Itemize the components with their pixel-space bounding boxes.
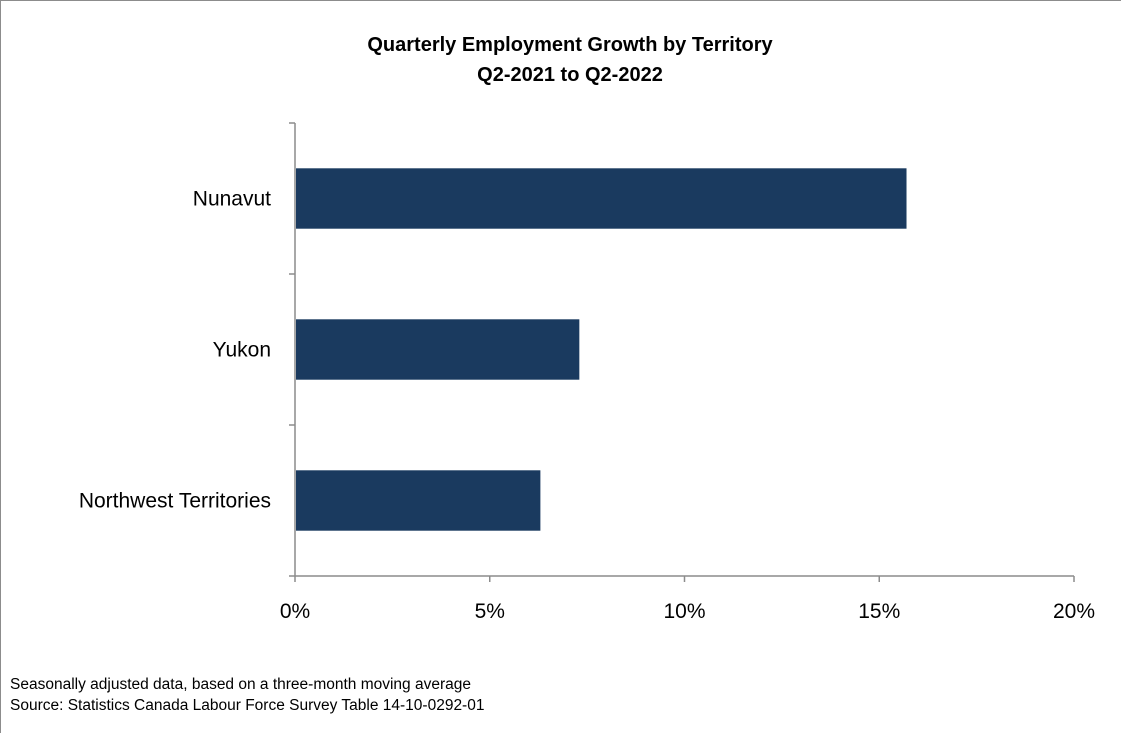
category-label: Yukon [213, 339, 271, 362]
category-label: Nunavut [193, 188, 271, 211]
chart-title: Quarterly Employment Growth by Territory [367, 34, 773, 56]
axis-labels: Nunavut Yukon Northwest Territories 0% 5% 10%… [79, 188, 1095, 624]
x-tick-label: 20% [1053, 600, 1095, 623]
x-tick-label: 0% [280, 600, 310, 623]
bars [296, 168, 907, 531]
chart-title-block: Quarterly Employment Growth by Territory… [300, 30, 840, 90]
chart-notes: Seasonally adjusted data, based on a thr… [10, 674, 484, 716]
bar-yukon [296, 319, 580, 380]
bar-northwest-territories [296, 470, 541, 531]
chart-subtitle: Q2-2021 to Q2-2022 [477, 64, 663, 86]
x-tick-label: 10% [663, 600, 705, 623]
note-seasonal: Seasonally adjusted data, based on a thr… [10, 676, 471, 693]
category-label: Northwest Territories [79, 490, 271, 513]
note-source: Source: Statistics Canada Labour Force S… [10, 697, 485, 714]
x-tick-label: 5% [475, 600, 505, 623]
x-tick-label: 15% [858, 600, 900, 623]
bar-nunavut [296, 168, 907, 229]
axes [289, 122, 1075, 582]
